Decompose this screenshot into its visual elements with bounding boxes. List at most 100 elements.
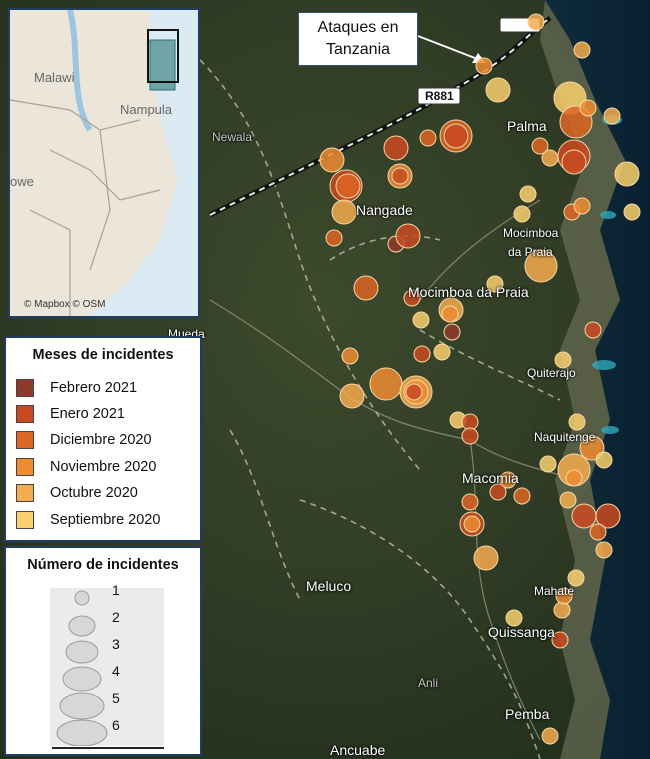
incident-marker[interactable] <box>461 493 479 511</box>
incident-marker[interactable] <box>513 205 531 223</box>
size-circle-4 <box>62 666 102 692</box>
legend-count: Número de incidentes 1 2 3 4 5 6 <box>4 546 202 756</box>
legend-count-value: 2 <box>112 609 120 625</box>
incident-marker[interactable] <box>499 471 517 489</box>
incident-marker[interactable] <box>573 197 591 215</box>
incident-marker[interactable] <box>595 503 621 529</box>
size-circle-6 <box>56 719 108 747</box>
place-naquitenge: Naquitenge <box>534 430 596 444</box>
incident-marker[interactable] <box>489 483 507 501</box>
legend-month-label: Enero 2021 <box>50 406 125 422</box>
size-circle-1 <box>74 590 90 606</box>
incident-marker[interactable] <box>412 311 430 329</box>
incident-marker[interactable] <box>623 203 641 221</box>
incident-marker[interactable] <box>335 173 361 199</box>
incident-marker[interactable] <box>485 77 511 103</box>
legend-swatch <box>16 484 34 502</box>
inset-map-graphic <box>10 10 198 316</box>
incident-marker[interactable] <box>539 455 557 473</box>
incident-marker[interactable] <box>443 123 469 149</box>
legend-swatch <box>16 379 34 397</box>
callout-line2: Tanzania <box>325 41 391 58</box>
incident-marker[interactable] <box>519 185 537 203</box>
incident-marker[interactable] <box>579 99 597 117</box>
size-circle-5 <box>59 692 105 720</box>
incident-marker[interactable] <box>473 545 499 571</box>
incident-marker[interactable] <box>524 249 558 283</box>
place-mahate: Mahate <box>534 584 575 598</box>
incident-marker[interactable] <box>554 351 572 369</box>
legend-months: Meses de incidentes Febrero 2021 Enero 2… <box>4 336 202 542</box>
incident-marker[interactable] <box>391 167 409 185</box>
inset-locator-map[interactable]: Malawi Nampula owe © Mapbox © OSM <box>8 8 200 318</box>
place-palma: Palma <box>507 118 547 134</box>
incident-marker[interactable] <box>441 305 459 323</box>
incident-marker[interactable] <box>341 347 359 365</box>
incident-marker[interactable] <box>603 107 621 125</box>
place-ancuabe: Ancuabe <box>330 742 386 758</box>
legend-count-panel: 1 2 3 4 5 6 <box>50 582 164 747</box>
incident-marker[interactable] <box>486 275 504 293</box>
incident-marker[interactable] <box>567 569 585 587</box>
incident-marker[interactable] <box>319 147 345 173</box>
legend-months-title: Meses de incidentes <box>32 347 174 363</box>
legend-month-item: Febrero 2021 <box>16 378 137 398</box>
legend-count-value: 1 <box>112 582 120 598</box>
callout-line1: Ataques en <box>317 19 399 36</box>
incident-marker[interactable] <box>403 289 421 307</box>
incident-marker[interactable] <box>339 383 365 409</box>
legend-count-circles <box>56 590 108 747</box>
incident-marker[interactable] <box>383 135 409 161</box>
incident-marker[interactable] <box>589 523 607 541</box>
legend-swatch <box>16 511 34 529</box>
incident-marker[interactable] <box>419 129 437 147</box>
legend-count-value: 5 <box>112 690 120 706</box>
incident-marker[interactable] <box>531 137 549 155</box>
place-mocimboa-bay: Mocimboa <box>503 226 559 240</box>
incident-marker[interactable] <box>433 343 451 361</box>
incident-marker[interactable] <box>461 427 479 445</box>
incident-marker[interactable] <box>541 727 559 745</box>
incident-marker[interactable] <box>541 149 559 167</box>
incident-marker[interactable] <box>413 345 431 363</box>
incident-marker[interactable] <box>565 469 583 487</box>
place-nangade: Nangade <box>356 202 413 218</box>
incident-marker[interactable] <box>614 161 640 187</box>
legend-month-label: Febrero 2021 <box>50 380 138 396</box>
incident-marker[interactable] <box>353 275 379 301</box>
incident-marker[interactable] <box>559 491 577 509</box>
legend-count-underline <box>52 747 164 749</box>
incident-marker[interactable] <box>475 57 493 75</box>
incident-marker[interactable] <box>325 229 343 247</box>
place-macomia: Macomia <box>462 470 519 486</box>
incident-marker[interactable] <box>443 323 461 341</box>
incident-marker[interactable] <box>561 149 587 175</box>
place-meluco: Meluco <box>306 578 352 594</box>
inset-label-nampula: Nampula <box>120 102 173 117</box>
tanzania-attacks-callout: Ataques en Tanzania <box>298 12 418 66</box>
legend-month-item: Enero 2021 <box>16 404 125 424</box>
incident-marker[interactable] <box>595 541 613 559</box>
map-attribution[interactable]: © Mapbox © OSM <box>24 299 106 310</box>
incident-marker[interactable] <box>584 321 602 339</box>
incident-marker[interactable] <box>331 199 357 225</box>
incident-marker[interactable] <box>568 413 586 431</box>
incident-marker[interactable] <box>527 13 545 31</box>
size-circle-3 <box>65 640 99 664</box>
incident-marker[interactable] <box>551 631 569 649</box>
legend-swatch <box>16 431 34 449</box>
legend-count-value: 3 <box>112 636 120 652</box>
incident-marker[interactable] <box>573 41 591 59</box>
legend-month-label: Noviembre 2020 <box>50 459 157 475</box>
incident-marker[interactable] <box>595 451 613 469</box>
incident-marker[interactable] <box>513 487 531 505</box>
legend-month-item: Octubre 2020 <box>16 483 138 503</box>
incident-marker[interactable] <box>395 223 421 249</box>
incident-marker[interactable] <box>555 587 573 605</box>
place-quissanga: Quissanga <box>488 624 555 640</box>
incident-marker[interactable] <box>505 609 523 627</box>
incident-marker[interactable] <box>405 383 423 401</box>
place-pemba: Pemba <box>505 706 550 722</box>
size-circle-2 <box>68 615 96 637</box>
incident-marker[interactable] <box>463 515 481 533</box>
